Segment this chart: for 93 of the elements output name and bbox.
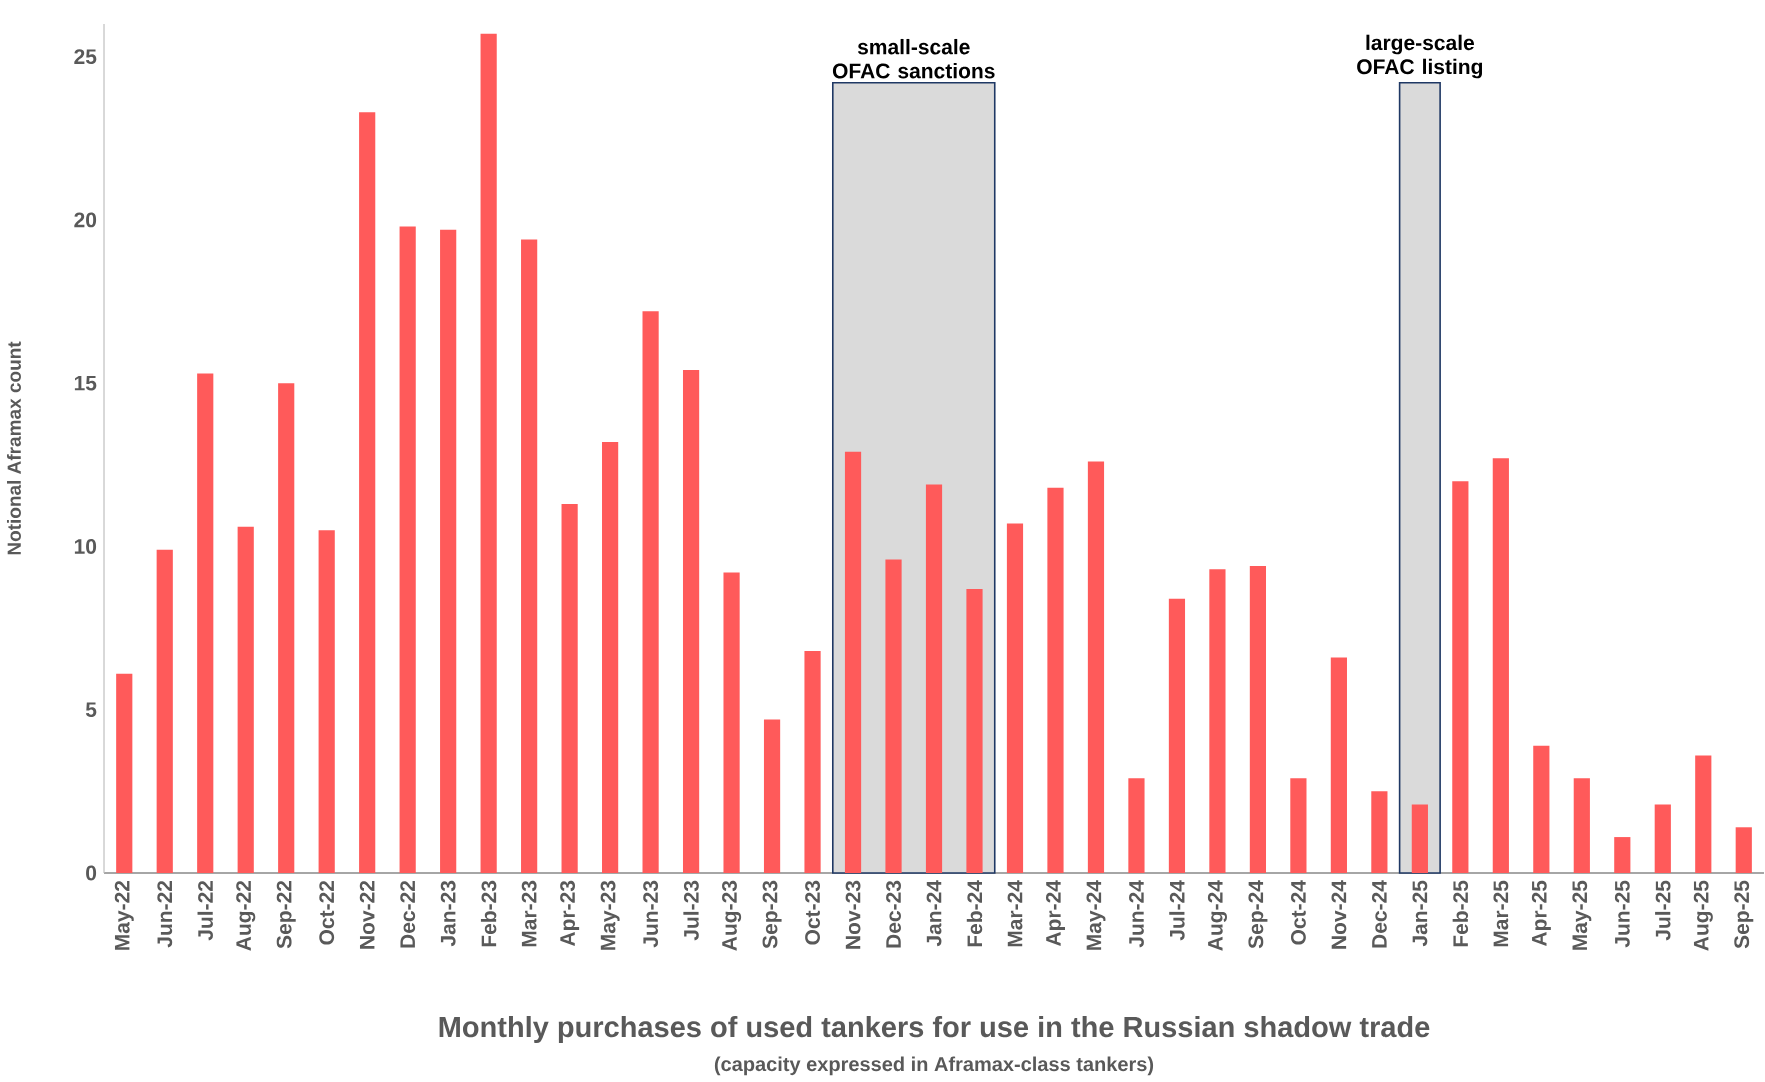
bar <box>1371 791 1388 874</box>
bar <box>278 383 295 874</box>
x-tick-label: Feb-25 <box>1452 880 1469 947</box>
x-tick-label: Apr-25 <box>1531 880 1551 947</box>
bar <box>1330 657 1347 874</box>
bar <box>1128 778 1145 874</box>
x-tick-label: Apr-24 <box>1045 880 1065 947</box>
x-tick-label: Feb-23 <box>480 880 497 947</box>
y-tick-label: 15 <box>74 375 97 391</box>
x-tick-label: Jun-25 <box>1614 880 1630 948</box>
x-tick-label: Aug-23 <box>722 880 742 951</box>
x-tick-label: Mar-25 <box>1493 880 1509 947</box>
bar <box>1006 523 1024 874</box>
bar <box>925 484 943 874</box>
x-tick-label: Jan-25 <box>1412 880 1428 947</box>
x-tick-label: Jul-25 <box>1655 880 1671 941</box>
x-tick-label: Sep-24 <box>1248 880 1268 949</box>
y-tick-label: 0 <box>86 865 97 881</box>
bar <box>885 559 902 874</box>
y-axis-title: Notional Aframax count <box>6 341 21 555</box>
bar <box>844 451 862 874</box>
bar <box>723 572 740 874</box>
bar <box>561 504 578 874</box>
y-tick-label: 25 <box>74 49 97 65</box>
x-tick-label: Aug-25 <box>1693 880 1713 951</box>
bar <box>521 239 538 874</box>
bar <box>1411 804 1428 874</box>
bar <box>1249 566 1267 874</box>
x-tick-label: Dec-24 <box>1371 880 1387 948</box>
bar <box>480 33 497 874</box>
y-tick-label: 5 <box>85 702 97 718</box>
x-tick-label: Jul-23 <box>683 880 699 941</box>
bar <box>763 719 781 874</box>
x-tick-label: May-24 <box>1086 880 1106 950</box>
bar <box>642 311 659 874</box>
bar <box>1290 778 1307 874</box>
bar <box>1614 837 1631 874</box>
bar <box>318 530 335 874</box>
bar <box>237 526 254 874</box>
bar <box>1492 458 1509 874</box>
x-tick-label: May-22 <box>114 881 134 950</box>
x-tick-label: Jun-23 <box>643 880 659 948</box>
bar <box>966 589 983 874</box>
x-tick-label: May-25 <box>1572 880 1592 950</box>
bar <box>440 229 457 874</box>
x-tick-label: Mar-23 <box>521 880 537 947</box>
x-tick-label: Jun-24 <box>1129 880 1144 948</box>
bar <box>1047 487 1064 874</box>
bar <box>1735 827 1752 874</box>
x-tick-label: Aug-22 <box>236 881 256 951</box>
bar <box>359 112 376 874</box>
y-tick-label: 20 <box>74 212 97 228</box>
x-tick-label: Sep-25 <box>1734 880 1754 949</box>
x-tick-label: Nov-23 <box>845 880 861 949</box>
band-label: small-scale OFAC sanctions <box>832 39 995 79</box>
bar <box>1695 755 1712 874</box>
band-label: large-scale OFAC listing <box>1357 34 1483 79</box>
bar <box>682 370 700 874</box>
bar <box>1452 481 1469 874</box>
text: Monthly purchases of used tankers for use in the Russian shadow trade <box>439 1016 1430 1044</box>
bar <box>116 673 133 874</box>
x-tick-label: Apr-23 <box>560 880 580 947</box>
bar <box>197 373 214 874</box>
x-tick-label: Feb-24 <box>966 880 983 947</box>
x-tick-label: Jan-24 <box>926 880 942 947</box>
x-tick-label: Oct-23 <box>805 880 821 945</box>
x-tick-label: Dec-22 <box>400 881 416 948</box>
x-tick-label: Nov-22 <box>359 881 375 949</box>
x-tick-label: Aug-24 <box>1207 880 1227 951</box>
bar <box>1573 778 1590 874</box>
x-tick-label: Dec-23 <box>886 880 901 948</box>
x-tick-label: Sep-23 <box>762 880 782 949</box>
bar <box>1209 569 1226 874</box>
x-tick-label: Nov-24 <box>1331 880 1347 949</box>
x-tick-label: May-23 <box>600 880 620 950</box>
bar <box>156 549 173 874</box>
x-tick-label: Jul-22 <box>197 881 213 941</box>
bar <box>1654 804 1671 874</box>
x-tick-label: Jun-22 <box>157 881 173 948</box>
x-tick-label: Mar-24 <box>1007 880 1023 947</box>
x-tick-label: Jan-23 <box>440 880 456 947</box>
x-tick-label: Oct-24 <box>1290 880 1306 945</box>
bar <box>1087 461 1105 874</box>
bar <box>399 226 416 874</box>
y-tick-label: 10 <box>74 539 97 554</box>
text: (capacity expressed in Aframax-class tankers) <box>714 1056 1154 1076</box>
bar <box>602 442 619 874</box>
x-tick-label: Oct-22 <box>319 881 335 945</box>
x-tick-label: Sep-22 <box>276 881 296 949</box>
bar <box>1533 745 1550 874</box>
bar <box>1168 598 1186 874</box>
bar <box>804 651 821 874</box>
x-tick-label: Jul-24 <box>1169 880 1185 941</box>
